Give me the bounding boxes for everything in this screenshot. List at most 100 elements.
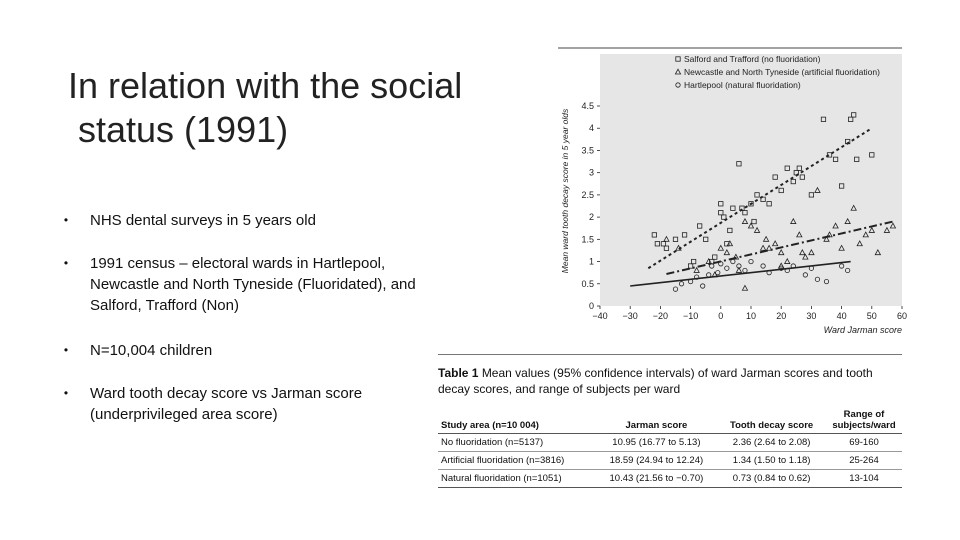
data-point <box>723 249 731 256</box>
bullet-dot-icon: • <box>63 256 69 270</box>
data-point <box>838 183 845 189</box>
table-cell: 0.73 (0.84 to 0.62) <box>717 469 826 488</box>
data-point <box>889 222 897 229</box>
data-point <box>717 244 725 251</box>
table-row: No fluoridation (n=5137) 10.95 (16.77 to… <box>438 433 902 452</box>
data-point <box>883 226 891 233</box>
bullet-item: • Ward tooth decay score vs Jarman score … <box>58 383 418 425</box>
x-tick-label: −40 <box>592 311 607 321</box>
data-point <box>691 258 697 265</box>
data-point <box>766 201 772 207</box>
data-point <box>844 217 851 224</box>
table-row: Natural fluoridation (n=1051) 10.43 (21.… <box>438 469 902 488</box>
bullet-text: N=10,004 children <box>90 342 213 359</box>
summary-table: Study area (n=10 004) Jarman score Tooth… <box>438 407 902 488</box>
data-point <box>681 232 688 238</box>
data-point <box>808 249 815 256</box>
y-tick-label: 2 <box>589 212 594 222</box>
data-point <box>790 217 797 224</box>
trend-line <box>666 220 894 275</box>
data-point <box>814 276 821 282</box>
scatter-chart: 0 0.5 1 1.5 2 2.5 3 3.5 4 4.5 −40 −30 −20 −10 0 10 20 30 4… <box>558 47 907 335</box>
data-point <box>762 235 770 242</box>
plot-background <box>600 54 902 306</box>
table-cell: No fluoridation (n=5137) <box>438 433 596 452</box>
data-point <box>832 156 839 162</box>
table-cell: 13-104 <box>826 469 902 488</box>
bullet-text: NHS dental surveys in 5 years old <box>90 212 316 229</box>
data-point <box>712 254 718 260</box>
table-cell: Artificial fluoridation (n=3816) <box>438 451 596 470</box>
y-tick-label: 0 <box>589 301 594 311</box>
x-tick-label: 20 <box>776 311 786 321</box>
data-point <box>727 227 733 234</box>
table-top-rule <box>438 354 902 355</box>
x-tick-label: 40 <box>837 311 847 321</box>
x-tick-label: −10 <box>683 311 698 321</box>
data-point <box>838 263 845 269</box>
data-point <box>771 240 779 247</box>
data-point <box>654 241 660 247</box>
data-point <box>820 116 827 122</box>
table-cell: 10.95 (16.77 to 5.13) <box>595 433 718 452</box>
legend-marker <box>675 56 681 62</box>
data-point <box>760 263 766 269</box>
x-tick-label: −20 <box>653 311 668 321</box>
data-point <box>862 231 870 238</box>
data-point <box>823 278 830 285</box>
data-point <box>826 152 833 158</box>
data-point <box>845 267 851 274</box>
x-tick-label: 50 <box>867 311 877 321</box>
x-axis-title: Ward Jarman score <box>824 325 902 335</box>
data-point <box>730 205 736 211</box>
x-tick-label: 10 <box>746 311 756 321</box>
bullet-item: • 1991 census – electoral wards in Hartle… <box>58 253 418 316</box>
data-point <box>874 249 882 256</box>
data-point <box>802 272 808 278</box>
data-point <box>814 186 821 193</box>
data-point <box>724 265 730 271</box>
data-point <box>697 223 703 229</box>
data-point <box>721 214 727 220</box>
table-header-cell: Range of subjects/ward <box>826 407 902 434</box>
data-point <box>730 258 736 265</box>
data-point <box>823 235 830 242</box>
bullet-item: • NHS dental surveys in 5 years old <box>58 210 418 231</box>
data-point <box>736 263 742 269</box>
data-point <box>651 232 657 238</box>
data-point <box>759 244 767 251</box>
x-tick-label: −30 <box>623 311 638 321</box>
data-point <box>851 112 857 118</box>
table-cell: 25-264 <box>826 451 902 470</box>
table-header-cell: Study area (n=10 004) <box>438 407 596 434</box>
data-point <box>700 283 706 289</box>
slide-title-line-2: status (1991) <box>68 109 289 150</box>
y-tick-label: 1.5 <box>581 234 594 244</box>
data-point <box>777 262 785 269</box>
y-tick-label: 2.5 <box>581 190 594 200</box>
table-cell: 69-160 <box>826 433 902 452</box>
data-point <box>748 201 754 207</box>
data-point <box>765 244 773 251</box>
data-point <box>718 201 724 207</box>
data-point <box>808 192 815 198</box>
data-point <box>838 244 845 251</box>
bullet-text: Ward tooth decay score vs Jarman score (… <box>90 385 363 423</box>
data-point <box>796 165 802 171</box>
legend-marker <box>674 68 682 75</box>
data-point <box>726 240 734 247</box>
y-axis-title: Mean ward tooth decay score in 5 year ol… <box>560 108 570 273</box>
table-caption: Table 1 Mean values (95% confidence inte… <box>438 365 902 397</box>
data-point <box>802 253 809 260</box>
table-caption-text: Mean values (95% confidence intervals) o… <box>438 366 873 396</box>
bullet-dot-icon: • <box>63 343 69 357</box>
data-point <box>777 249 785 256</box>
y-tick-label: 3.5 <box>581 145 594 155</box>
slide-title: In relation with the social status (1991… <box>68 64 538 152</box>
data-point <box>790 178 796 185</box>
legend-label: Newcastle and North Tyneside (artificial… <box>684 67 880 77</box>
trend-line <box>647 127 873 270</box>
data-point <box>748 258 754 265</box>
data-point <box>663 245 670 251</box>
data-point <box>693 266 700 273</box>
